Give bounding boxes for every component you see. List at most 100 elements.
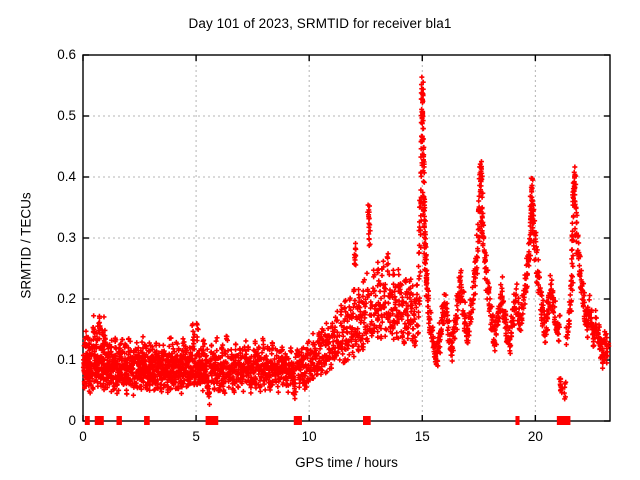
data-point: [418, 173, 424, 179]
data-point: [366, 236, 372, 242]
data-point: [120, 337, 126, 343]
data-point-series: [80, 74, 612, 407]
data-point: [569, 260, 575, 266]
chart-title: Day 101 of 2023, SRMTID for receiver bla…: [188, 16, 452, 31]
data-point: [569, 247, 575, 253]
data-point: [296, 384, 302, 390]
data-point: [396, 272, 402, 278]
zero-marker: [116, 416, 122, 425]
data-point: [134, 340, 140, 346]
x-tick-label: 10: [301, 429, 317, 444]
data-point: [80, 352, 86, 358]
data-point: [139, 339, 145, 345]
data-point: [88, 382, 94, 388]
zero-marker: [515, 416, 520, 425]
zero-marker: [556, 416, 571, 425]
data-point: [419, 74, 425, 80]
data-point: [492, 348, 498, 354]
data-point: [114, 382, 120, 388]
data-point: [90, 325, 96, 331]
data-point: [123, 342, 129, 348]
data-point: [416, 263, 422, 269]
data-point: [415, 309, 421, 315]
data-point: [487, 296, 493, 302]
x-tick-label: 15: [414, 429, 430, 444]
data-point: [143, 344, 149, 350]
data-point: [112, 335, 118, 341]
data-point: [379, 273, 385, 279]
x-tick-label: 0: [79, 429, 87, 444]
zero-marker: [363, 416, 371, 425]
data-point: [96, 313, 102, 319]
data-point: [566, 321, 572, 327]
data-point: [126, 345, 132, 351]
data-point: [600, 365, 606, 371]
data-point: [323, 320, 329, 326]
data-point: [138, 348, 144, 354]
data-point: [157, 386, 163, 392]
data-point: [127, 338, 133, 344]
data-point: [147, 348, 153, 354]
data-point: [90, 385, 96, 391]
data-point: [91, 313, 97, 319]
y-tick-label: 0.4: [57, 169, 76, 184]
zero-marker: [94, 416, 104, 425]
data-point: [587, 292, 593, 298]
data-point: [548, 281, 554, 287]
data-point: [102, 333, 108, 339]
zero-marker: [293, 416, 302, 425]
y-tick-label: 0.2: [57, 291, 76, 306]
data-point: [90, 343, 96, 349]
y-tick-label: 0.6: [57, 47, 76, 62]
data-point: [338, 312, 344, 318]
data-point: [86, 388, 92, 394]
data-point: [149, 353, 155, 359]
y-tick-label: 0.3: [57, 230, 76, 245]
zero-marker: [84, 416, 90, 425]
data-point: [572, 164, 578, 170]
data-point: [337, 357, 343, 363]
data-point: [125, 367, 131, 373]
data-point: [113, 365, 119, 371]
data-point: [353, 240, 359, 246]
data-point: [414, 282, 420, 288]
data-point: [122, 350, 128, 356]
data-point: [364, 270, 370, 276]
data-point: [262, 387, 268, 393]
data-point: [159, 389, 165, 395]
data-point: [91, 329, 97, 335]
data-point: [340, 351, 346, 357]
data-point: [191, 341, 197, 347]
data-point: [563, 341, 569, 347]
data-point: [103, 384, 109, 390]
data-point: [126, 376, 132, 382]
data-point: [499, 274, 505, 280]
data-point: [248, 390, 254, 396]
data-point: [96, 320, 102, 326]
data-point: [140, 334, 146, 340]
data-point: [130, 366, 136, 372]
data-point: [158, 376, 164, 382]
data-point: [85, 334, 91, 340]
data-point: [285, 389, 291, 395]
data-point: [154, 377, 160, 383]
data-point: [243, 338, 249, 344]
data-point: [206, 401, 212, 407]
data-point: [557, 313, 563, 319]
data-point: [415, 331, 421, 337]
data-point: [140, 379, 146, 385]
axis-ticks: [82, 54, 610, 422]
data-point: [275, 384, 281, 390]
data-point: [102, 339, 108, 345]
data-point: [514, 281, 520, 287]
data-point: [394, 330, 400, 336]
data-point: [556, 338, 562, 344]
data-point: [108, 349, 114, 355]
y-tick-label: 0: [68, 413, 76, 428]
data-point: [476, 198, 482, 204]
data-point: [116, 387, 122, 393]
data-point: [570, 263, 576, 269]
data-point: [153, 351, 159, 357]
data-point: [138, 375, 144, 381]
